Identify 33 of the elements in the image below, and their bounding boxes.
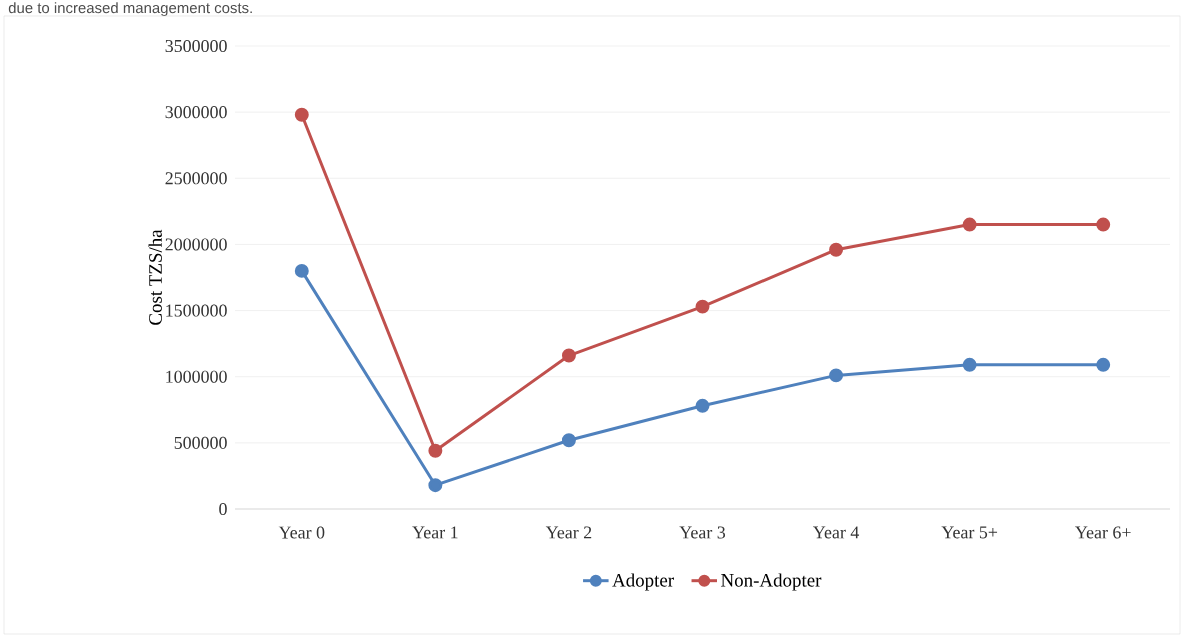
x-tick-label: Year 5+ bbox=[941, 526, 998, 539]
y-tick-label: 3000000 bbox=[165, 106, 227, 119]
point bbox=[962, 217, 977, 232]
x-tick-label: Year 4 bbox=[813, 526, 860, 539]
y-tick-label: 3500000 bbox=[165, 39, 227, 53]
y-tick-label: 0 bbox=[219, 502, 227, 516]
x-tick-label: Year 3 bbox=[679, 526, 726, 539]
point bbox=[962, 357, 977, 372]
text: due to increased management costs. bbox=[8, 2, 252, 17]
x-tick-label: Year 0 bbox=[278, 526, 325, 539]
y-tick-label: 1500000 bbox=[166, 304, 227, 317]
x-tick-label: Year 1 bbox=[412, 526, 458, 539]
point bbox=[428, 443, 443, 458]
legend-label: Non-Adopter bbox=[721, 573, 822, 591]
y-tick-label: 2500000 bbox=[165, 172, 227, 185]
point bbox=[829, 242, 844, 257]
point bbox=[294, 107, 309, 122]
y-tick-label: 500000 bbox=[174, 436, 227, 449]
x-tick-label: Year 2 bbox=[545, 526, 592, 539]
legend-label: Adopter bbox=[612, 573, 674, 591]
point bbox=[428, 478, 443, 493]
y-tick-label: 2000000 bbox=[165, 238, 227, 251]
point bbox=[829, 368, 844, 383]
point bbox=[561, 433, 576, 448]
point bbox=[294, 263, 309, 278]
point bbox=[1096, 357, 1111, 372]
y-tick-label: 1000000 bbox=[166, 370, 227, 383]
y-axis-title: Cost TZS/ha bbox=[148, 229, 162, 325]
point bbox=[561, 348, 576, 363]
point bbox=[1096, 217, 1111, 232]
point bbox=[695, 398, 710, 413]
point bbox=[695, 299, 710, 314]
x-tick-label: Year 6+ bbox=[1075, 526, 1131, 539]
